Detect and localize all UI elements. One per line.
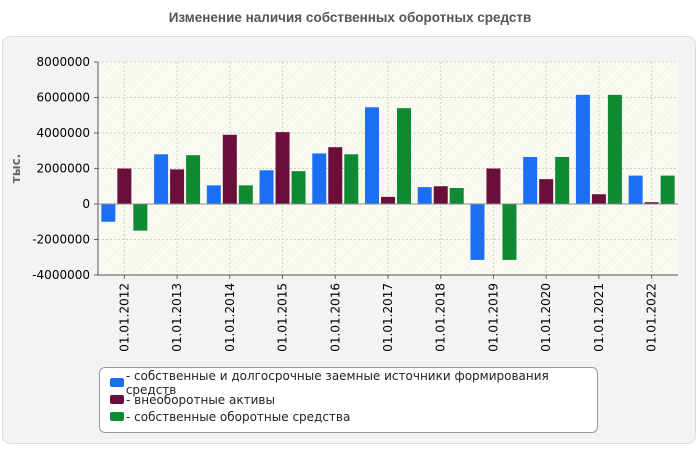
x-tick-label: 01.01.2019: [486, 283, 500, 352]
legend-item: - собственные и долгосрочные заемные ист…: [110, 369, 597, 397]
bar: [397, 108, 411, 204]
bar: [186, 155, 201, 204]
bar: [154, 154, 169, 204]
bar: [170, 169, 185, 204]
x-tick-label: 01.01.2017: [381, 283, 395, 352]
bar: [449, 188, 464, 204]
legend-item: - внеоборотные активы: [110, 391, 597, 408]
bar: [101, 204, 116, 222]
legend-swatch: [110, 378, 124, 387]
bar: [591, 194, 606, 204]
legend-label: - собственные и долгосрочные заемные ист…: [125, 368, 549, 397]
x-tick-label: 01.01.2018: [434, 283, 448, 352]
x-tick-label: 01.01.2013: [170, 283, 184, 352]
y-tick-label: -2000000: [32, 233, 90, 247]
x-tick-label: 01.01.2016: [328, 283, 342, 352]
bar: [133, 204, 148, 231]
bar: [365, 107, 379, 204]
legend-item: - собственные оборотные средства: [110, 408, 597, 425]
bar: [644, 202, 659, 204]
bar: [470, 204, 485, 260]
bar: [523, 156, 538, 204]
bar: [312, 153, 327, 204]
bar: [291, 171, 306, 204]
bar: [381, 196, 395, 204]
x-tick-label: 01.01.2015: [276, 283, 290, 352]
x-tick-label: 01.01.2020: [539, 283, 553, 352]
chart-title: Изменение наличия собственных оборотных …: [168, 10, 532, 25]
bar: [275, 132, 290, 204]
y-tick-label: 6000000: [37, 91, 90, 105]
y-tick-label: 4000000: [37, 126, 90, 140]
bar: [502, 204, 517, 260]
bar: [660, 175, 675, 204]
y-tick-label: 0: [82, 197, 90, 211]
bar: [575, 94, 590, 204]
legend-swatch: [110, 412, 124, 421]
bar: [607, 94, 622, 204]
bar: [259, 170, 274, 204]
x-tick-label: 01.01.2012: [117, 283, 131, 352]
y-tick-label: -4000000: [32, 268, 90, 282]
bar: [628, 175, 643, 204]
legend-label: - собственные оборотные средства: [126, 409, 351, 424]
bar: [117, 168, 132, 204]
bar: [417, 187, 432, 204]
legend-swatch: [110, 395, 124, 404]
legend-label: - внеоборотные активы: [126, 392, 275, 407]
legend: - собственные и долгосрочные заемные ист…: [99, 367, 598, 433]
y-tick-label: 8000000: [37, 55, 90, 69]
x-tick-label: 01.01.2014: [223, 283, 237, 352]
bar: [222, 134, 237, 204]
bar: [344, 154, 359, 204]
y-tick-label: 2000000: [37, 162, 90, 176]
bar: [486, 168, 501, 204]
bar: [328, 147, 343, 204]
y-axis-label: тыс.: [9, 154, 23, 183]
x-tick-label: 01.01.2021: [592, 283, 606, 352]
x-tick-label: 01.01.2022: [645, 283, 659, 352]
bar: [539, 179, 554, 204]
bar: [555, 156, 570, 204]
bar: [433, 186, 448, 204]
bar: [238, 185, 253, 204]
bar: [206, 185, 221, 204]
